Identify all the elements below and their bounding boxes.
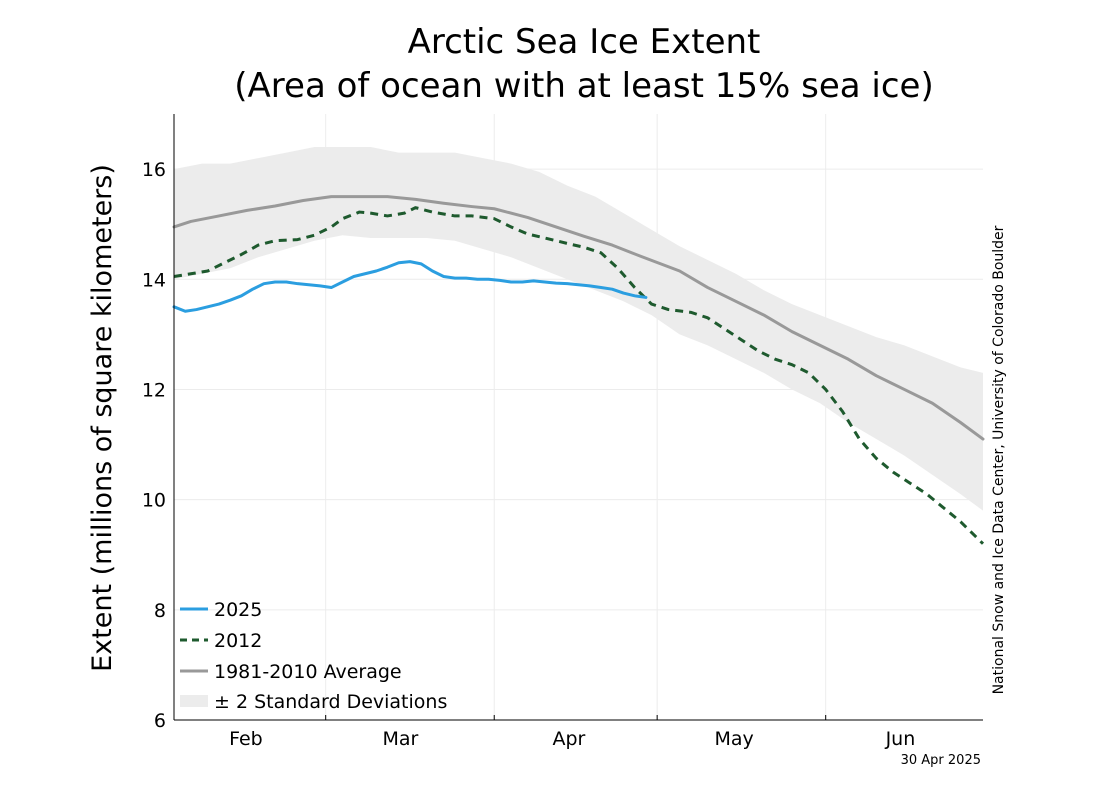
legend-swatch-std-dev [180,695,208,707]
series-line-1981-2010-average [172,195,985,441]
legend-label-std-dev: ± 2 Standard Deviations [214,691,447,713]
date-label: 30 Apr 2025 [901,753,981,768]
legend-label-2012: 2012 [214,630,262,652]
y-tick-label-12: 12 [142,379,166,401]
y-axis-label: Extent (millions of square kilometers) [87,164,118,672]
x-tick-label-apr: Apr [553,728,586,750]
x-tick-label-may: May [714,728,753,750]
axes: 6 8 10 12 14 16 Feb Mar Apr May Jun [142,114,983,750]
y-tick-label-6: 6 [154,710,166,732]
series-line-2025 [172,260,648,313]
legend-label-average: 1981-2010 Average [214,661,402,683]
series-lines [172,195,985,545]
y-tick-label-16: 16 [142,159,166,181]
chart-title: Arctic Sea Ice Extent [408,22,761,62]
x-tick-label-feb: Feb [229,728,263,750]
y-tick-label-8: 8 [154,600,166,622]
legend-label-2025: 2025 [214,599,262,621]
x-tick-label-mar: Mar [382,728,418,750]
x-tick-label-jun: Jun [885,728,916,750]
std-dev-band-layer [174,147,983,511]
y-tick-label-14: 14 [142,269,166,291]
source-credit: National Snow and Ice Data Center, Unive… [991,225,1007,694]
chart-subtitle: (Area of ocean with at least 15% sea ice… [234,66,933,106]
y-tick-label-10: 10 [142,490,166,512]
legend: 2025 2012 1981-2010 Average ± 2 Standard… [180,599,447,713]
std-dev-band [174,147,983,511]
